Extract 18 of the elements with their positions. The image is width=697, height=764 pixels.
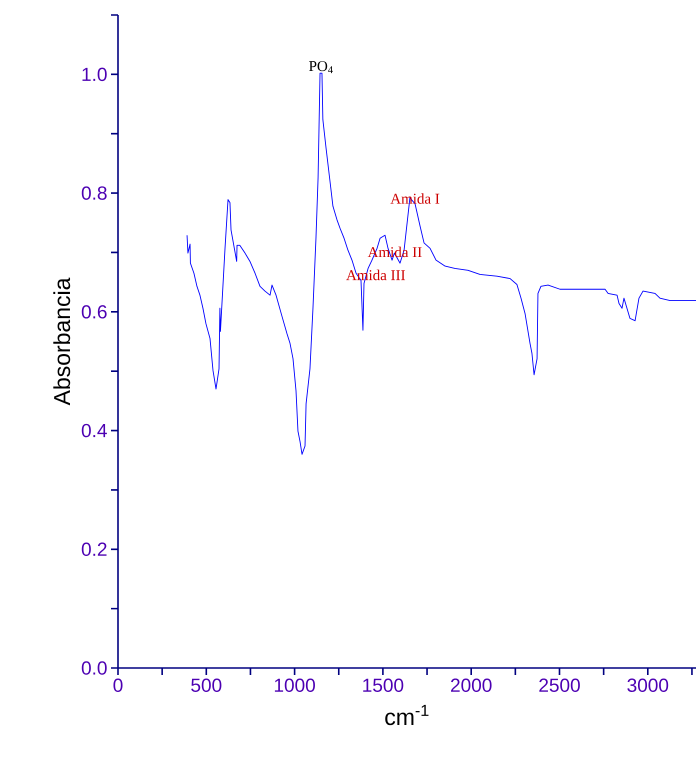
x-tick-label: 500	[191, 678, 222, 692]
x-tick-label: 3000	[627, 678, 668, 692]
annotation: PO$_{4}$	[309, 61, 333, 74]
y-tick-label: 1.0	[82, 68, 107, 82]
x-tick-label: 2000	[451, 678, 492, 692]
y-tick-label: 0.6	[82, 305, 107, 319]
x-axis-title: cm$^{-1}$	[385, 704, 429, 726]
x-tick-label: 1500	[363, 678, 404, 692]
x-tick-label: 1000	[275, 678, 316, 692]
y-tick-label: 0.0	[82, 661, 107, 675]
annotation: Amida I	[390, 193, 440, 204]
y-tick-label: 0.2	[82, 542, 107, 556]
y-tick-label: 0.4	[82, 424, 107, 438]
x-tick-label: 0	[114, 678, 123, 692]
x-tick-label: 2500	[539, 678, 580, 692]
y-tick-label: 0.8	[82, 186, 107, 200]
y-axis-title: Absorbancia	[53, 278, 70, 406]
line-series	[186, 72, 697, 455]
